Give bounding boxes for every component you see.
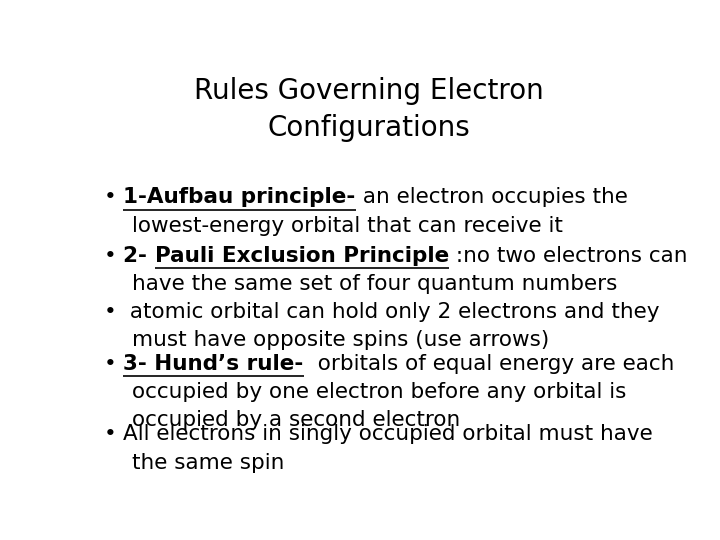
Text: •: •	[104, 424, 117, 444]
Text: orbitals of equal energy are each: orbitals of equal energy are each	[304, 354, 674, 374]
Text: an electron occupies the: an electron occupies the	[356, 187, 628, 207]
Text: atomic orbital can hold only 2 electrons and they: atomic orbital can hold only 2 electrons…	[124, 302, 660, 322]
Text: 2-: 2-	[124, 246, 155, 266]
Text: •: •	[104, 246, 117, 266]
Text: :no two electrons can: :no two electrons can	[449, 246, 688, 266]
Text: must have opposite spins (use arrows): must have opposite spins (use arrows)	[132, 330, 549, 350]
Text: •: •	[104, 187, 117, 207]
Text: •: •	[104, 302, 117, 322]
Text: 1-Aufbau principle-: 1-Aufbau principle-	[124, 187, 356, 207]
Text: Pauli Exclusion Principle: Pauli Exclusion Principle	[155, 246, 449, 266]
Text: occupied by one electron before any orbital is: occupied by one electron before any orbi…	[132, 382, 626, 402]
Text: lowest-energy orbital that can receive it: lowest-energy orbital that can receive i…	[132, 216, 563, 236]
Text: the same spin: the same spin	[132, 453, 284, 472]
Text: •: •	[104, 354, 117, 374]
Text: have the same set of four quantum numbers: have the same set of four quantum number…	[132, 274, 617, 294]
Text: Rules Governing Electron
Configurations: Rules Governing Electron Configurations	[194, 77, 544, 142]
Text: occupied by a second electron: occupied by a second electron	[132, 410, 460, 430]
Text: All electrons in singly occupied orbital must have: All electrons in singly occupied orbital…	[124, 424, 653, 444]
Text: 3- Hund’s rule-: 3- Hund’s rule-	[124, 354, 304, 374]
